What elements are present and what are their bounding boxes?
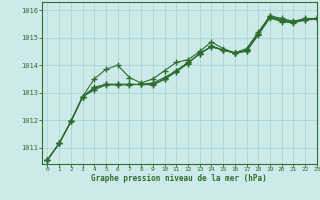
X-axis label: Graphe pression niveau de la mer (hPa): Graphe pression niveau de la mer (hPa) — [91, 174, 267, 183]
